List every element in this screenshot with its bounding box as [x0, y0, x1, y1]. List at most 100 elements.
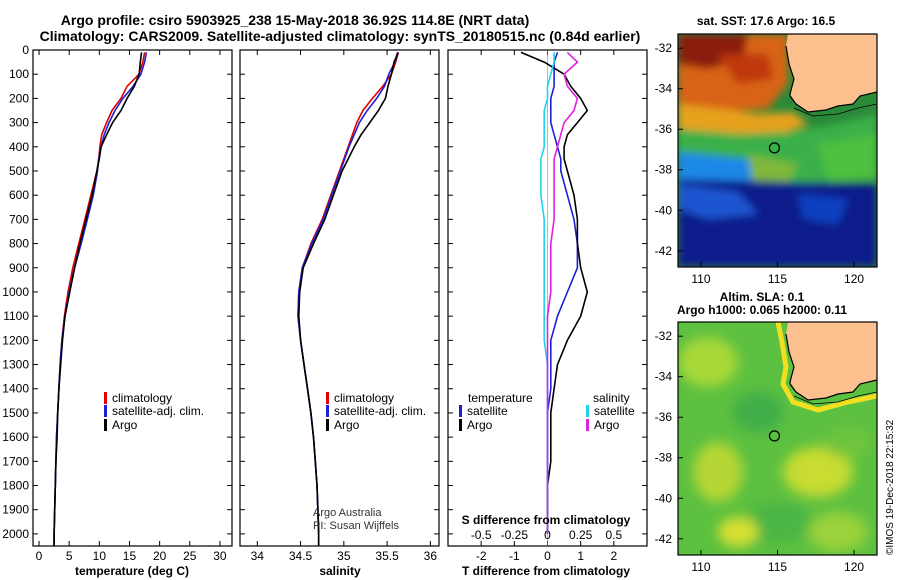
x-tick-label: 34 [251, 549, 265, 563]
salinity-legend: climatology satellite-adj. clim. Argo [326, 391, 426, 432]
salinity-panel: 34 34.5 35 35.5 36 salinity climatology sate… [239, 49, 440, 578]
legend-s-argo-swatch [586, 419, 589, 431]
difference-xlabel: T difference from climatology [462, 564, 630, 578]
x-tick-label: 35.5 [375, 549, 399, 563]
series-line-argo [297, 52, 400, 546]
top-x-tick-label: 0 [544, 528, 551, 542]
map-y-tick-label: -32 [655, 41, 673, 55]
depth-tick-label: 700 [9, 212, 29, 226]
map-x-tick-label: 110 [691, 560, 710, 574]
map-x-tick-label: 120 [844, 560, 864, 574]
legend-climatology-swatch [104, 392, 107, 404]
map-y-tick-label: -42 [655, 244, 673, 258]
legend-s-argo-label: Argo [594, 418, 620, 432]
map-x-tick-label: 120 [844, 272, 864, 286]
x-tick-label: 34.5 [289, 549, 313, 563]
sst-map-title: sat. SST: 17.6 Argo: 16.5 [697, 14, 836, 28]
temperature-panel: 0 5 10 15 20 25 30 temperature (deg C) climato… [32, 49, 233, 578]
temperature-xlabel: temperature (deg C) [75, 564, 189, 578]
salinity-xlabel: salinity [319, 564, 361, 578]
difference-top-xlabel: S difference from climatology [462, 513, 631, 527]
sla-map-title-line1: Altim. SLA: 0.1 [720, 290, 805, 304]
salinity-panel-frame [239, 49, 440, 547]
map-y-tick-label: -40 [655, 491, 673, 505]
depth-tick-label: 1200 [2, 333, 29, 347]
map-y-tick-label: -36 [655, 122, 673, 136]
depth-tick-label: 0 [22, 43, 29, 57]
x-tick-label: 25 [183, 549, 197, 563]
legend-argo-swatch [326, 419, 329, 431]
depth-tick-label: 1600 [2, 430, 29, 444]
x-tick-label: -1 [509, 549, 520, 563]
x-tick-label: 1 [577, 549, 584, 563]
difference-panel: -2 -1 0 1 2 -0.5 -0.25 0 0.25 0.5 S difference fr… [447, 49, 648, 578]
legend-t-argo-swatch [459, 419, 462, 431]
depth-tick-label: 200 [9, 91, 29, 105]
sst-map: sat. SST: 17.6 Argo: 16.5 [655, 14, 878, 286]
legend-satellite-swatch [104, 405, 107, 417]
legend-argo-label: Argo [334, 418, 360, 432]
sst-map-image [678, 34, 877, 267]
depth-tick-label: 2000 [2, 527, 29, 541]
x-tick-label: 10 [93, 549, 107, 563]
legend-salinity-title: salinity [593, 391, 630, 405]
map-y-tick-label: -34 [655, 82, 673, 96]
depth-tick-label: 800 [9, 237, 29, 251]
depth-tick-label: 1400 [2, 382, 29, 396]
map-y-tick-label: -36 [655, 410, 673, 424]
depth-tick-label: 1000 [2, 285, 29, 299]
x-tick-label: 5 [66, 549, 73, 563]
depth-tick-label: 1900 [2, 503, 29, 517]
series-line-salinity-argo [546, 51, 579, 534]
imos-credit: ©IMOS 19-Dec-2018 22:15:32 [885, 419, 896, 555]
x-tick-label: 0 [36, 549, 43, 563]
top-x-tick-label: 0.25 [569, 528, 593, 542]
map-x-tick-label: 110 [691, 272, 710, 286]
legend-climatology-label: climatology [112, 391, 172, 405]
figure-title-line1: Argo profile: csiro 5903925_238 15-May-2… [61, 12, 529, 28]
top-x-tick-label: -0.25 [501, 528, 529, 542]
map-y-tick-label: -34 [655, 370, 673, 384]
sla-map-image [678, 322, 877, 555]
map-x-tick-label: 115 [768, 272, 787, 286]
depth-tick-label: 900 [9, 261, 29, 275]
legend-t-satellite-swatch [459, 405, 462, 417]
depth-tick-label: 1700 [2, 454, 29, 468]
legend-s-satellite-swatch [586, 405, 589, 417]
legend-s-satellite-label: satellite [594, 404, 635, 418]
institution-annotation: Argo Australia [313, 507, 382, 519]
figure-title-line2: Climatology: CARS2009. Satellite-adjuste… [40, 28, 641, 44]
x-tick-label: 0 [544, 549, 551, 563]
difference-legend: temperature satellite Argo salinity sate… [459, 391, 635, 432]
sst-map-ticks: 110 115 120 -32 -34 -36 -38 -40 -42 [655, 41, 865, 286]
legend-t-satellite-label: satellite [467, 404, 508, 418]
depth-tick-label: 1500 [2, 406, 29, 420]
legend-satellite-label: satellite-adj. clim. [334, 404, 426, 418]
top-x-tick-label: 0.5 [605, 528, 622, 542]
temperature-legend: climatology satellite-adj. clim. Argo [104, 391, 204, 432]
map-x-tick-label: 115 [768, 560, 787, 574]
argo-location-marker [768, 142, 781, 154]
map-y-tick-label: -40 [655, 203, 673, 217]
legend-argo-swatch [104, 419, 107, 431]
pi-annotation: PI: Susan Wijffels [313, 520, 399, 532]
x-tick-label: 15 [123, 549, 137, 563]
legend-climatology-label: climatology [334, 391, 394, 405]
depth-tick-label: 1300 [2, 358, 29, 372]
x-tick-label: 30 [213, 549, 227, 563]
x-tick-label: 20 [153, 549, 167, 563]
depth-tick-label: 600 [9, 188, 29, 202]
depth-tick-label: 500 [9, 164, 29, 178]
temperature-panel-frame [32, 49, 233, 547]
x-tick-label: 2 [610, 549, 617, 563]
sla-map-ticks: 110 115 120 -32 -34 -36 -38 -40 -42 [655, 329, 865, 574]
legend-satellite-label: satellite-adj. clim. [112, 404, 204, 418]
depth-tick-label: 400 [9, 140, 29, 154]
map-y-tick-label: -38 [655, 451, 673, 465]
sla-map-title-line2: Argo h1000: 0.065 h2000: 0.11 [677, 303, 847, 317]
legend-temperature-title: temperature [468, 391, 533, 405]
depth-tick-label: 1100 [3, 309, 29, 323]
sla-map: Altim. SLA: 0.1 Argo h1000: 0.065 h2000:… [655, 290, 878, 574]
legend-satellite-swatch [326, 405, 329, 417]
